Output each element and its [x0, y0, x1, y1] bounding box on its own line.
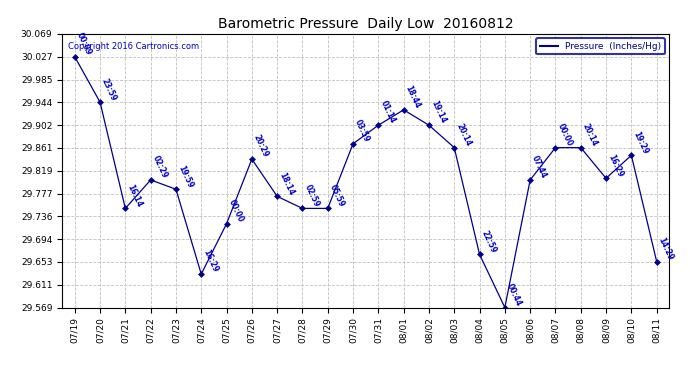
Text: 20:14: 20:14	[454, 122, 473, 148]
Text: 19:14: 19:14	[429, 99, 447, 125]
Text: 18:14: 18:14	[277, 171, 295, 196]
Text: 16:29: 16:29	[606, 153, 624, 178]
Text: 00:00: 00:00	[226, 198, 245, 224]
Legend: Pressure  (Inches/Hg): Pressure (Inches/Hg)	[536, 38, 664, 54]
Text: 23:59: 23:59	[100, 76, 119, 102]
Title: Barometric Pressure  Daily Low  20160812: Barometric Pressure Daily Low 20160812	[218, 17, 513, 31]
Text: 16:14: 16:14	[126, 183, 144, 209]
Text: 00:00: 00:00	[555, 122, 574, 148]
Text: 00:44: 00:44	[505, 282, 523, 308]
Text: 19:29: 19:29	[631, 130, 650, 155]
Text: 05:59: 05:59	[328, 183, 346, 209]
Text: 02:29: 02:29	[150, 154, 169, 180]
Text: 07:44: 07:44	[530, 154, 549, 180]
Text: Copyright 2016 Cartronics.com: Copyright 2016 Cartronics.com	[68, 42, 199, 51]
Text: 20:14: 20:14	[581, 122, 599, 148]
Text: 16:29: 16:29	[201, 248, 219, 274]
Text: 14:29: 14:29	[657, 236, 675, 261]
Text: 18:44: 18:44	[404, 84, 422, 110]
Text: 03:59: 03:59	[353, 118, 371, 144]
Text: 22:59: 22:59	[480, 229, 498, 254]
Text: 02:59: 02:59	[302, 183, 321, 209]
Text: 19:59: 19:59	[176, 164, 195, 189]
Text: 00:09: 00:09	[75, 31, 93, 57]
Text: 20:29: 20:29	[252, 134, 270, 159]
Text: 01:14: 01:14	[378, 99, 397, 125]
